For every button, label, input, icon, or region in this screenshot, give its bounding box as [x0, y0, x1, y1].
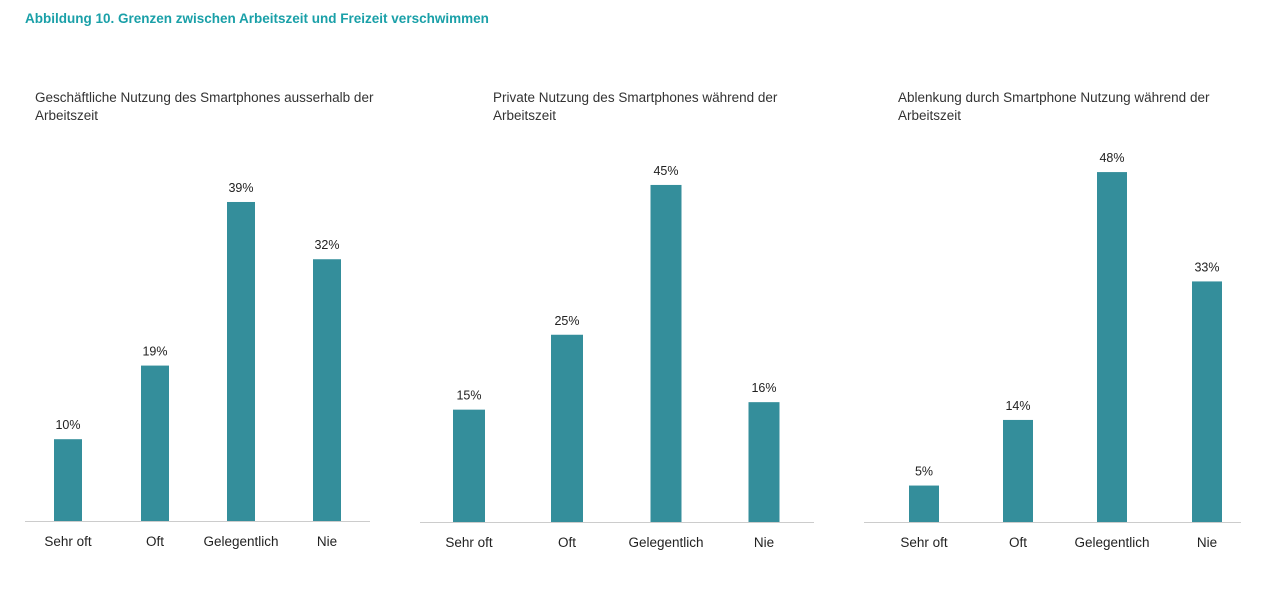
value-label-sehr-oft: 5%	[915, 465, 933, 479]
bar-nie	[748, 402, 780, 522]
chart-panel-business-use: Geschäftliche Nutzung des Smartphones au…	[25, 0, 375, 600]
chart-title: Private Nutzung des Smartphones während …	[493, 90, 778, 123]
category-label-sehr-oft: Sehr oft	[900, 535, 948, 550]
value-label-nie: 16%	[751, 381, 776, 395]
category-label-nie: Nie	[317, 534, 337, 549]
value-label-gelegentlich: 45%	[653, 164, 678, 178]
bar-nie	[1192, 281, 1222, 522]
bar-gelegentlich	[1097, 172, 1127, 522]
value-label-oft: 25%	[554, 314, 579, 328]
category-label-oft: Oft	[558, 535, 576, 550]
category-label-oft: Oft	[1009, 535, 1027, 550]
value-label-gelegentlich: 48%	[1099, 151, 1124, 165]
bar-sehr-oft	[909, 485, 939, 522]
value-label-nie: 32%	[314, 238, 339, 252]
value-label-nie: 33%	[1194, 260, 1219, 274]
category-label-nie: Nie	[1197, 535, 1217, 550]
bar-gelegentlich	[227, 201, 255, 522]
chart-panel-distraction: Ablenkung durch Smartphone Nutzung währe…	[864, 0, 1242, 600]
bar-chart: 10% Sehr oft 19% Oft 39% Gelegentlich 32% Nie	[25, 181, 370, 549]
category-label-gelegentlich: Gelegentlich	[1074, 535, 1149, 550]
category-label-gelegentlich: Gelegentlich	[203, 534, 278, 549]
bar-sehr-oft	[453, 409, 485, 522]
bar-oft	[1003, 419, 1033, 522]
bar-nie	[313, 259, 341, 521]
category-label-oft: Oft	[146, 534, 164, 549]
chart-panel-private-use: Private Nutzung des Smartphones während …	[420, 0, 815, 600]
value-label-gelegentlich: 39%	[228, 181, 253, 195]
category-label-sehr-oft: Sehr oft	[44, 534, 92, 549]
chart-title: Ablenkung durch Smartphone Nutzung währe…	[898, 90, 1210, 123]
bar-chart: 5% Sehr oft 14% Oft 48% Gelegentlich 33% Nie	[864, 151, 1241, 550]
category-label-sehr-oft: Sehr oft	[445, 535, 493, 550]
value-label-sehr-oft: 15%	[456, 389, 481, 403]
value-label-sehr-oft: 10%	[55, 418, 80, 432]
bar-oft	[141, 365, 169, 521]
chart-title: Geschäftliche Nutzung des Smartphones au…	[35, 90, 374, 123]
bar-gelegentlich	[650, 184, 682, 522]
value-label-oft: 19%	[142, 345, 167, 359]
bar-oft	[551, 334, 583, 522]
bar-chart: 15% Sehr oft 25% Oft 45% Gelegentlich 16% Nie	[420, 164, 814, 550]
value-label-oft: 14%	[1005, 399, 1030, 413]
figure-title: Abbildung 10. Grenzen zwischen Arbeitsze…	[25, 11, 489, 26]
bar-sehr-oft	[54, 439, 82, 521]
category-label-gelegentlich: Gelegentlich	[628, 535, 703, 550]
category-label-nie: Nie	[754, 535, 774, 550]
